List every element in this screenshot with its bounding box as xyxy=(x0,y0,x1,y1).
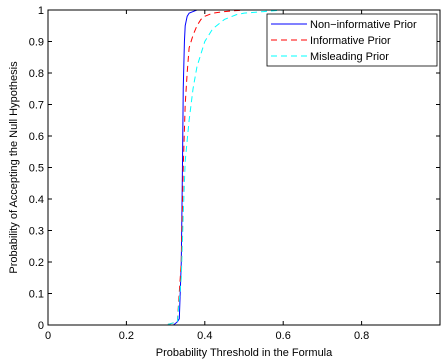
y-tick-label: 0.2 xyxy=(29,257,44,269)
y-tick-label: 0.4 xyxy=(29,194,44,206)
y-tick-label: 0.3 xyxy=(29,226,44,238)
y-tick-label: 0.7 xyxy=(29,100,44,112)
y-tick-label: 0 xyxy=(38,320,44,332)
x-tick-label: 0.8 xyxy=(354,330,369,342)
legend-entry-misleading: Misleading Prior xyxy=(310,51,389,63)
y-axis-label: Probability of Accepting the Null Hypoth… xyxy=(8,61,20,274)
x-tick-label: 0.6 xyxy=(276,330,291,342)
legend-entry-informative: Informative Prior xyxy=(310,35,391,47)
legend: Non−informative Prior Informative Prior … xyxy=(266,13,438,67)
y-tick-label: 0.5 xyxy=(29,163,44,175)
x-axis-label: Probability Threshold in the Formula xyxy=(156,347,333,359)
x-tick-label: 0 xyxy=(45,330,51,342)
legend-entry-non-informative: Non−informative Prior xyxy=(310,19,417,31)
series-line-2 xyxy=(48,9,440,326)
y-tick-label: 0.1 xyxy=(29,289,44,301)
y-tick-label: 0.8 xyxy=(29,68,44,80)
y-axis-ticks: 0 0.1 0.2 0.3 0.4 0.5 0.6 0.7 0.8 0.9 1 xyxy=(29,5,440,332)
x-tick-label: 0.2 xyxy=(119,330,134,342)
y-tick-label: 0.6 xyxy=(29,131,44,143)
y-tick-label: 0.9 xyxy=(29,37,44,49)
y-tick-label: 1 xyxy=(38,5,44,17)
x-tick-label: 0.4 xyxy=(197,330,212,342)
x-axis-ticks: 0 0.2 0.4 0.6 0.8 xyxy=(45,10,369,342)
